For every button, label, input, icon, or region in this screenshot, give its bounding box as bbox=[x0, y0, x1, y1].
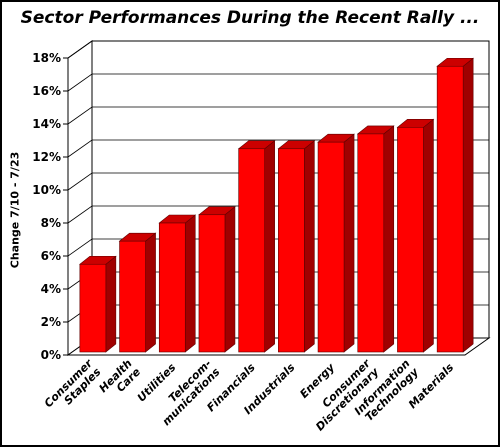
gridline bbox=[67, 106, 489, 125]
bar-side bbox=[462, 57, 474, 353]
bar-side bbox=[423, 118, 434, 353]
y-tick-label: 6% bbox=[41, 249, 61, 263]
bar bbox=[78, 255, 117, 353]
bar bbox=[118, 232, 157, 353]
bar bbox=[277, 140, 316, 353]
bar-front bbox=[238, 148, 265, 353]
bar bbox=[356, 125, 395, 353]
y-tick-label: 18% bbox=[32, 51, 61, 65]
bar bbox=[237, 140, 276, 353]
gridline bbox=[67, 40, 489, 59]
bar-front bbox=[158, 222, 186, 353]
bar-front bbox=[278, 148, 305, 353]
gridline bbox=[67, 73, 489, 92]
bar-front bbox=[397, 127, 424, 353]
bar-side bbox=[105, 255, 117, 353]
chart-title: Sector Performances During the Recent Ra… bbox=[20, 8, 480, 28]
bar-side bbox=[383, 125, 395, 353]
bar bbox=[396, 118, 435, 353]
bar-side bbox=[184, 214, 196, 353]
bar bbox=[317, 133, 355, 353]
y-tick-label: 10% bbox=[32, 183, 61, 197]
y-tick-label: 4% bbox=[41, 282, 61, 296]
x-tick-label: ConsumerStaples bbox=[42, 357, 104, 419]
bar-side bbox=[145, 232, 156, 353]
y-tick-label: 16% bbox=[32, 84, 61, 98]
y-tick-label: 0% bbox=[41, 348, 61, 362]
bar-front bbox=[198, 214, 226, 353]
y-tick-label: 12% bbox=[32, 150, 61, 164]
bar-front bbox=[79, 263, 107, 353]
bar-front bbox=[317, 141, 345, 353]
y-tick-label: 8% bbox=[41, 216, 61, 230]
bar-front bbox=[119, 240, 146, 353]
bar bbox=[436, 57, 475, 353]
gridline bbox=[67, 172, 489, 191]
bar-side bbox=[264, 140, 275, 353]
bar-front bbox=[436, 65, 464, 353]
bar-side bbox=[224, 206, 236, 353]
gridline bbox=[67, 238, 489, 257]
bar bbox=[158, 214, 197, 353]
bar-side bbox=[343, 133, 355, 353]
bar-front bbox=[357, 133, 385, 353]
gridline bbox=[67, 205, 489, 224]
y-tick-label: 14% bbox=[32, 117, 61, 131]
y-tick-label: 2% bbox=[41, 315, 61, 329]
bar bbox=[198, 206, 236, 353]
gridline bbox=[67, 139, 489, 158]
bar-side bbox=[304, 140, 315, 353]
